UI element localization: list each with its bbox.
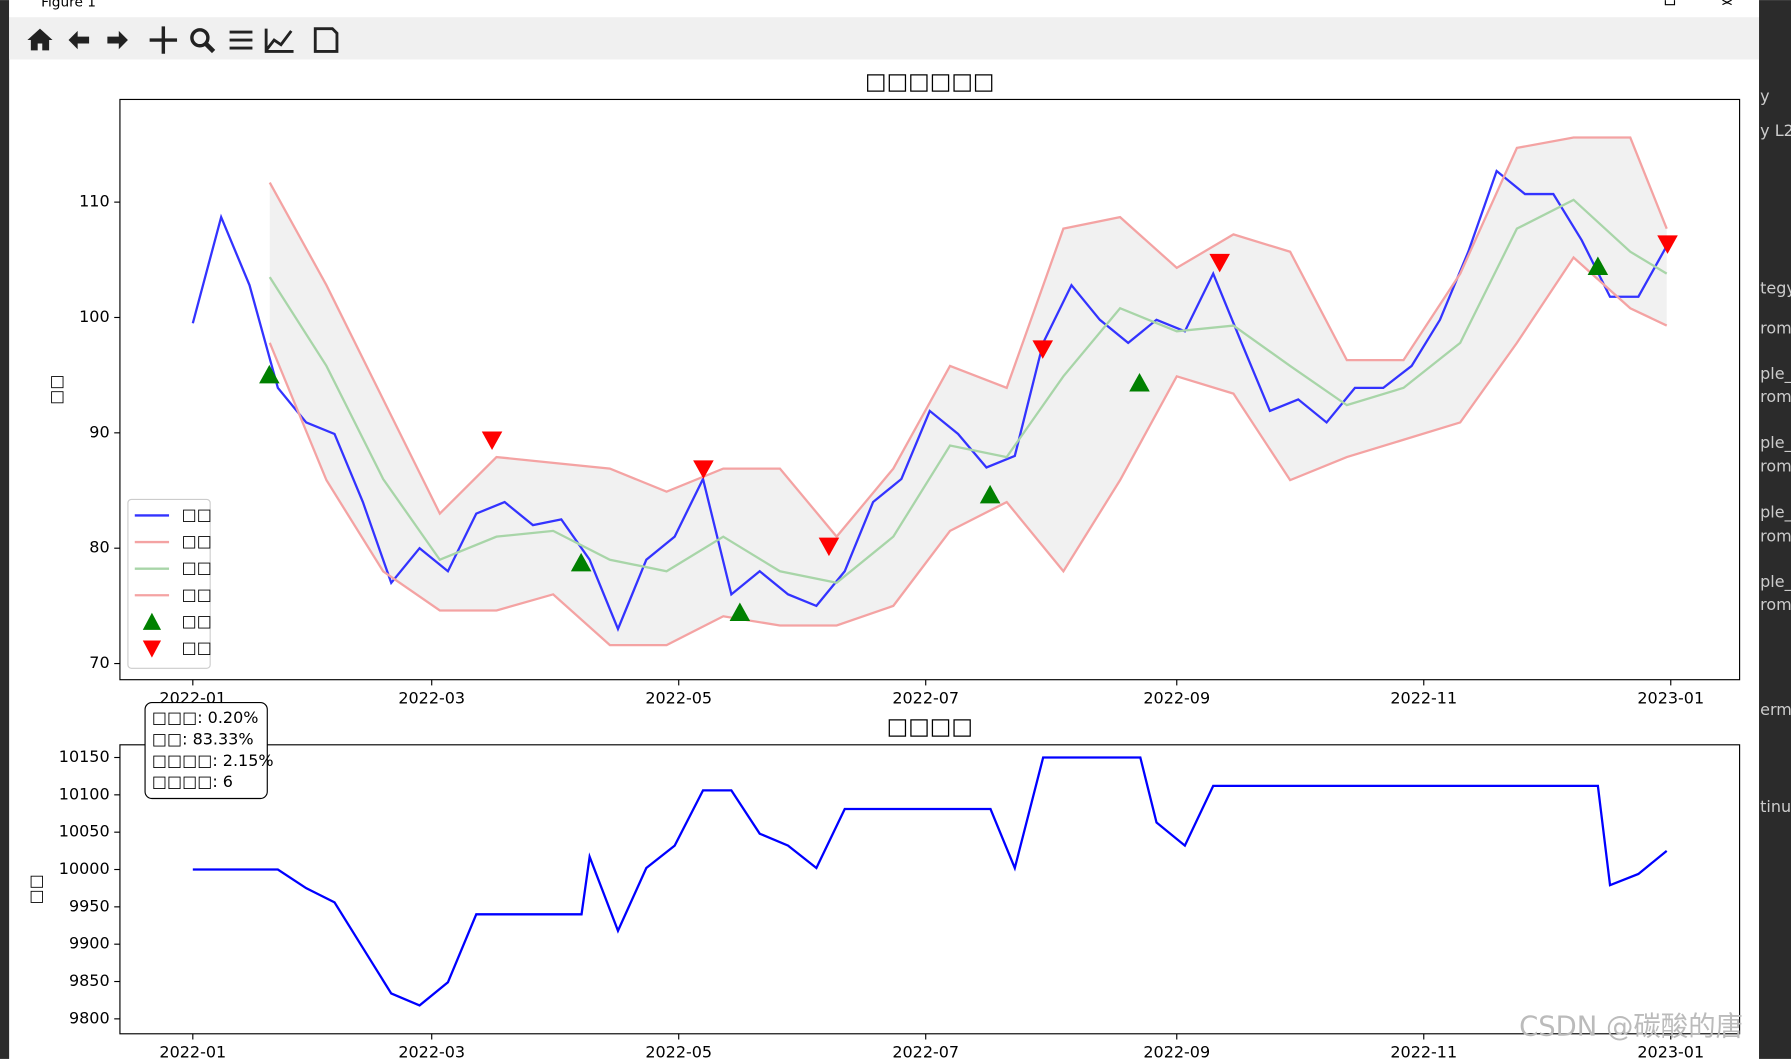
pan-button[interactable] bbox=[149, 26, 178, 54]
home-button[interactable] bbox=[27, 28, 53, 51]
chart-title: □□□□□□ bbox=[865, 69, 994, 95]
ide-text: ple_ bbox=[1760, 502, 1791, 522]
y-tick-label: 90 bbox=[89, 422, 109, 441]
x-tick-label: 2022-11 bbox=[1390, 1043, 1457, 1059]
x-tick-label: 2022-11 bbox=[1390, 689, 1457, 708]
y-axis-label: □□ bbox=[26, 874, 45, 904]
y-axis-label: □□ bbox=[47, 374, 66, 404]
ide-text: rom bbox=[1760, 457, 1791, 476]
y-tick-label: 9950 bbox=[69, 896, 110, 915]
ide-text: y bbox=[1760, 87, 1769, 106]
ide-text: tinue bbox=[1760, 797, 1791, 816]
buy-marker bbox=[1129, 372, 1150, 392]
legend-label: □□ bbox=[182, 611, 212, 630]
sell-marker bbox=[1657, 235, 1678, 254]
legend-marker bbox=[142, 612, 162, 630]
stats-text: □□□□: 2.15% bbox=[152, 751, 274, 770]
x-tick-label: 2022-07 bbox=[892, 1043, 959, 1059]
ide-text: ermin bbox=[1760, 700, 1791, 719]
buy-marker bbox=[259, 364, 280, 384]
sell-marker bbox=[818, 537, 840, 557]
axes-frame bbox=[119, 98, 1741, 681]
y-tick-label: 10100 bbox=[59, 784, 110, 803]
window-controls[interactable] bbox=[1664, 0, 1732, 6]
legend-label: □□ bbox=[182, 505, 212, 524]
line bbox=[191, 169, 1668, 632]
y-tick-label: 9800 bbox=[69, 1008, 110, 1027]
ide-text: y L2 bbox=[1760, 121, 1791, 140]
x-tick-label: 2022-03 bbox=[398, 1043, 465, 1059]
legend-label: □□ bbox=[182, 585, 212, 604]
y-tick-label: 10000 bbox=[59, 859, 110, 878]
configure-button[interactable] bbox=[229, 30, 253, 50]
ide-text: rom bbox=[1760, 595, 1791, 614]
x-tick-label: 2022-09 bbox=[1143, 1043, 1210, 1059]
y-tick-label: 10150 bbox=[59, 747, 110, 766]
title-bar bbox=[9, 0, 1760, 18]
plot-area bbox=[192, 756, 1668, 1007]
x-tick-label: 2022-03 bbox=[398, 689, 465, 708]
x-tick-label: 2022-07 bbox=[892, 689, 959, 708]
x-tick-label: 2022-01 bbox=[159, 1043, 226, 1059]
back-button[interactable] bbox=[68, 30, 90, 50]
legend-marker bbox=[142, 640, 162, 658]
x-tick-label: 2022-09 bbox=[1143, 689, 1210, 708]
line bbox=[268, 255, 1668, 647]
ide-text: ple_ bbox=[1760, 364, 1791, 384]
left-strip bbox=[0, 0, 10, 1059]
chart: □□□□□□9800985099009950100001005010100101… bbox=[26, 701, 1741, 1059]
x-tick-label: 2023-01 bbox=[1637, 689, 1704, 708]
watermark: CSDN @碳酸的唐 bbox=[1519, 1012, 1743, 1043]
toolbar bbox=[9, 17, 1760, 60]
ide-text: rom bbox=[1760, 526, 1791, 545]
y-tick-label: 9900 bbox=[69, 934, 110, 953]
stats-text: □□□: 0.20% bbox=[152, 708, 259, 727]
buy-marker bbox=[979, 484, 1001, 504]
ide-text: ple_ bbox=[1760, 572, 1791, 592]
x-tick-label: 2022-05 bbox=[645, 689, 712, 708]
ide-text: ple_ bbox=[1760, 433, 1791, 453]
sell-marker bbox=[481, 431, 503, 451]
line bbox=[192, 756, 1668, 1007]
ide-text: rom bbox=[1760, 319, 1791, 338]
y-tick-label: 110 bbox=[79, 192, 110, 211]
y-tick-label: 80 bbox=[89, 538, 109, 557]
toolbar-icons bbox=[27, 26, 339, 54]
y-tick-label: 10050 bbox=[59, 822, 110, 841]
save-button[interactable] bbox=[313, 27, 339, 53]
legend-label: □□ bbox=[182, 532, 212, 551]
x-tick-label: 2023-01 bbox=[1637, 1043, 1704, 1059]
ide-text: tegy bbox=[1760, 279, 1791, 298]
buy-marker bbox=[729, 602, 751, 622]
y-tick-label: 70 bbox=[89, 653, 109, 672]
axes-button[interactable] bbox=[264, 28, 294, 53]
zoom-button[interactable] bbox=[190, 28, 216, 54]
legend-label: □□ bbox=[182, 558, 212, 577]
ide-text: rom bbox=[1760, 387, 1791, 406]
stats-box bbox=[144, 701, 268, 800]
forward-button[interactable] bbox=[107, 30, 128, 50]
y-tick-label: 100 bbox=[79, 307, 110, 326]
legend-label: □□ bbox=[182, 638, 212, 657]
buy-marker bbox=[1587, 256, 1609, 275]
line bbox=[268, 136, 1668, 539]
stats-text: □□: 83.33% bbox=[152, 729, 254, 748]
stats-text: □□□□: 6 bbox=[152, 772, 233, 791]
axes-frame bbox=[119, 744, 1741, 1035]
plot-area bbox=[191, 136, 1678, 647]
line bbox=[268, 198, 1668, 585]
chart-title: □□□□ bbox=[887, 714, 973, 740]
sell-marker bbox=[1209, 253, 1230, 273]
band-fill bbox=[269, 137, 1667, 646]
y-tick-label: 9850 bbox=[69, 971, 110, 990]
ide-strip bbox=[1759, 0, 1791, 1059]
buy-marker bbox=[570, 552, 592, 572]
window-title: Figure 1 bbox=[41, 0, 96, 10]
x-tick-label: 2022-05 bbox=[645, 1043, 712, 1059]
sell-marker bbox=[693, 460, 714, 479]
sell-marker bbox=[1032, 340, 1054, 359]
